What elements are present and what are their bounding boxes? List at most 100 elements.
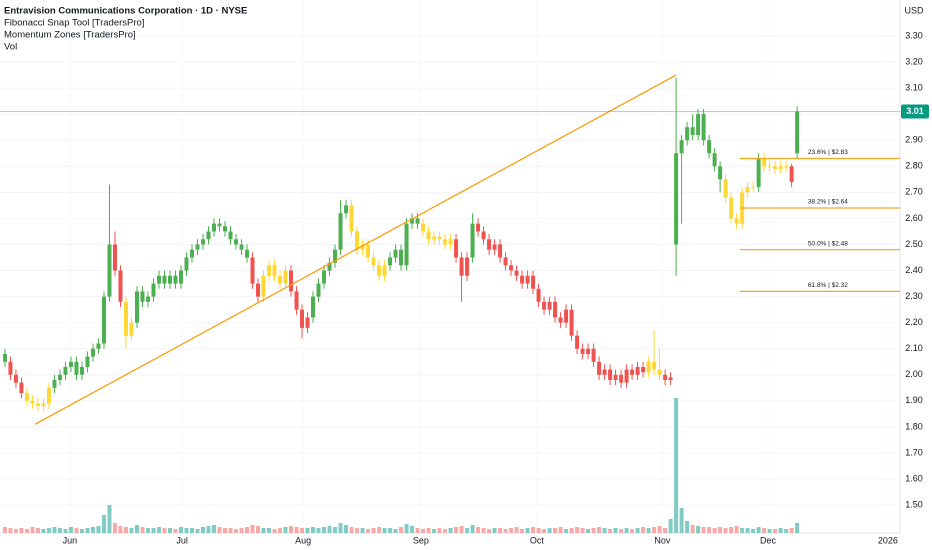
candle-body	[256, 283, 261, 297]
volume-bar	[96, 526, 101, 533]
volume-bar	[789, 528, 794, 533]
volume-bar	[388, 528, 393, 533]
volume-bar	[575, 527, 580, 533]
volume-bar	[123, 527, 128, 533]
candle-body	[514, 270, 519, 276]
volume-bar	[74, 528, 79, 533]
trendline	[34, 74, 677, 425]
volume-bar	[762, 528, 767, 533]
y-tick-label: 3.20	[905, 56, 923, 66]
volume-bar	[591, 528, 596, 533]
volume-bar	[657, 526, 662, 533]
volume-bar	[410, 526, 415, 533]
volume-bar	[211, 525, 216, 533]
volume-bar	[267, 528, 272, 533]
volume-pane	[2, 398, 800, 533]
candle-body	[481, 231, 486, 240]
last-price-box	[901, 104, 929, 119]
volume-bar	[322, 527, 327, 533]
volume-bar	[19, 528, 24, 533]
grid	[0, 35, 900, 506]
candle-body	[118, 270, 123, 302]
volume-bar	[784, 529, 789, 533]
candle-body	[613, 374, 618, 381]
y-tick-label: 2.60	[905, 213, 923, 223]
candle-body	[525, 275, 530, 284]
x-tick-label: Sep	[413, 535, 429, 545]
candle-body	[162, 275, 167, 284]
candle-body	[107, 244, 112, 297]
candle-body	[542, 301, 547, 310]
candle-body	[184, 257, 189, 271]
candle-body	[278, 275, 283, 284]
volume-bar	[399, 527, 404, 533]
candle-body	[289, 270, 294, 292]
y-tick-label: 3.10	[905, 82, 923, 92]
volume-bar	[245, 527, 250, 533]
y-tick-label: 2.10	[905, 343, 923, 353]
candle-body	[635, 366, 640, 375]
candle-body	[338, 213, 343, 250]
volume-bar	[107, 505, 112, 533]
volume-bar	[795, 523, 800, 533]
volume-bar	[90, 527, 95, 533]
volume-bar	[668, 519, 673, 533]
candle-body	[619, 374, 624, 383]
volume-bar	[646, 528, 651, 533]
volume-bar	[173, 529, 178, 533]
volume-bar	[679, 508, 684, 533]
candle-body	[35, 403, 40, 407]
candle-body	[223, 226, 227, 232]
candle-body	[85, 356, 90, 367]
candle-body	[580, 348, 585, 354]
volume-bar	[734, 526, 739, 533]
candle-body	[465, 257, 470, 276]
volume-bar	[256, 526, 261, 533]
volume-bar	[85, 528, 90, 533]
candle-body	[652, 361, 657, 370]
candle-body	[129, 322, 134, 336]
candle-body	[470, 223, 475, 258]
volume-bar	[344, 525, 349, 533]
y-tick-label: 2.40	[905, 265, 923, 275]
candle-body	[718, 166, 723, 180]
candle-body	[767, 166, 772, 168]
candle-body	[575, 335, 580, 349]
volume-bar	[492, 528, 497, 533]
volume-bar	[272, 529, 277, 533]
candle-body	[79, 366, 84, 375]
volume-bar	[459, 526, 464, 533]
volume-bar	[239, 528, 244, 533]
candle-body	[140, 291, 145, 302]
volume-bar	[206, 526, 211, 533]
candle-body	[432, 236, 437, 240]
candle-body	[729, 197, 734, 219]
volume-bar	[167, 528, 172, 533]
currency-label: USD	[904, 5, 924, 15]
volume-bar	[520, 529, 525, 533]
candle-body	[371, 257, 376, 266]
volume-bar	[696, 526, 701, 533]
candle-body	[745, 187, 750, 193]
volume-bar	[261, 528, 266, 533]
candle-body	[101, 296, 106, 344]
candle-body	[349, 205, 354, 232]
volume-bar	[311, 527, 316, 533]
candle-body	[200, 239, 205, 245]
volume-bar	[745, 528, 750, 533]
candle-body	[41, 403, 46, 407]
volume-bar	[514, 527, 519, 533]
volume-bar	[525, 528, 530, 533]
x-tick-label: Oct	[530, 535, 545, 545]
candle-body	[503, 257, 508, 266]
volume-bar	[569, 528, 574, 533]
volume-bar	[558, 527, 563, 533]
candle-body	[564, 309, 569, 323]
candle-body	[195, 244, 200, 250]
candle-body	[657, 369, 662, 375]
overlay: 23.6% | $2.83 38.2% | $2.64 50.0% | $2.48 6…	[0, 74, 900, 425]
volume-bar	[553, 528, 558, 533]
candle-body	[487, 239, 492, 250]
candle-body	[267, 265, 272, 276]
y-tick-label: 1.60	[905, 473, 923, 483]
